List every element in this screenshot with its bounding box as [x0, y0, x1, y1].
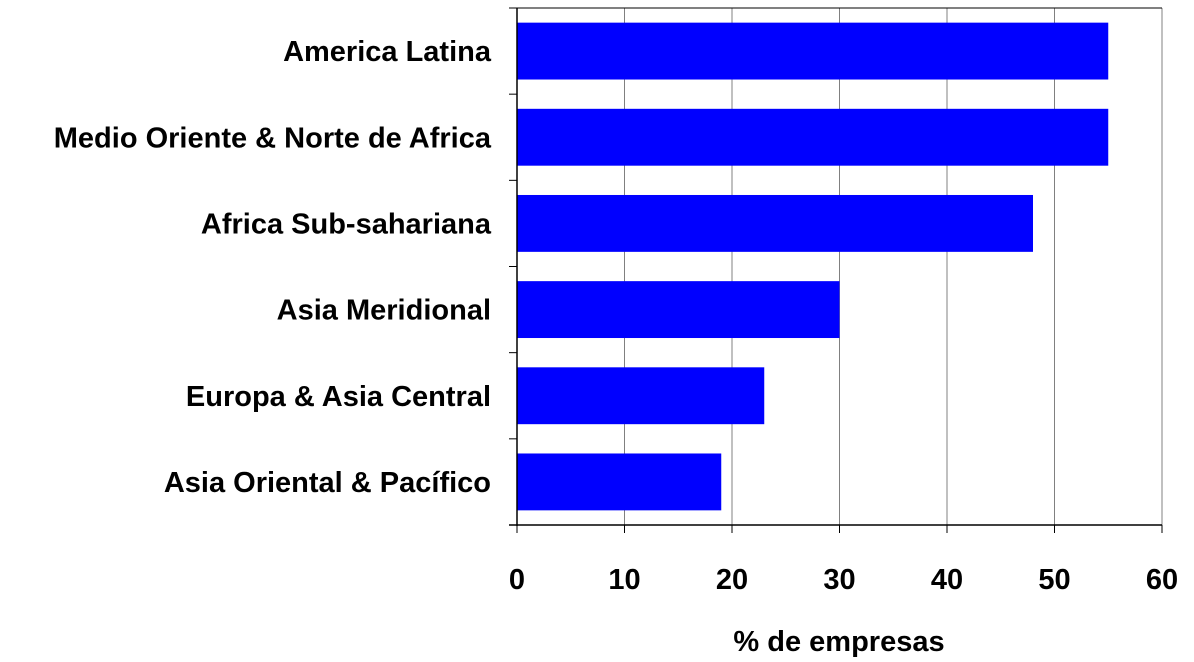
bar-0	[517, 22, 1109, 80]
x-tick-label-10: 10	[608, 564, 640, 596]
x-tick-label-40: 40	[931, 564, 963, 596]
x-tick-labels: 0 10 20 30 40 50 60	[509, 564, 1178, 596]
x-tick-label-60: 60	[1146, 564, 1178, 596]
bar-2	[517, 194, 1033, 252]
x-tick-label-20: 20	[716, 564, 748, 596]
bar-3	[517, 281, 840, 339]
category-label-3: Asia Meridional	[277, 295, 491, 327]
bar-5	[517, 453, 722, 511]
category-label-2: Africa Sub-sahariana	[201, 208, 492, 240]
x-axis-title: % de empresas	[733, 626, 944, 658]
category-labels: America Latina Medio Oriente & Norte de A…	[54, 36, 492, 499]
bar-4	[517, 367, 765, 425]
x-tick-label-30: 30	[823, 564, 855, 596]
x-tick-label-0: 0	[509, 564, 525, 596]
bar-1	[517, 108, 1109, 166]
bars	[517, 22, 1109, 511]
category-label-1: Medio Oriente & Norte de Africa	[54, 122, 492, 154]
category-label-0: America Latina	[283, 36, 492, 68]
gridlines	[624, 8, 1163, 525]
category-label-5: Asia Oriental & Pacífico	[164, 467, 491, 499]
axes	[509, 7, 1163, 533]
x-tick-label-50: 50	[1038, 564, 1070, 596]
category-label-4: Europa & Asia Central	[186, 381, 491, 413]
